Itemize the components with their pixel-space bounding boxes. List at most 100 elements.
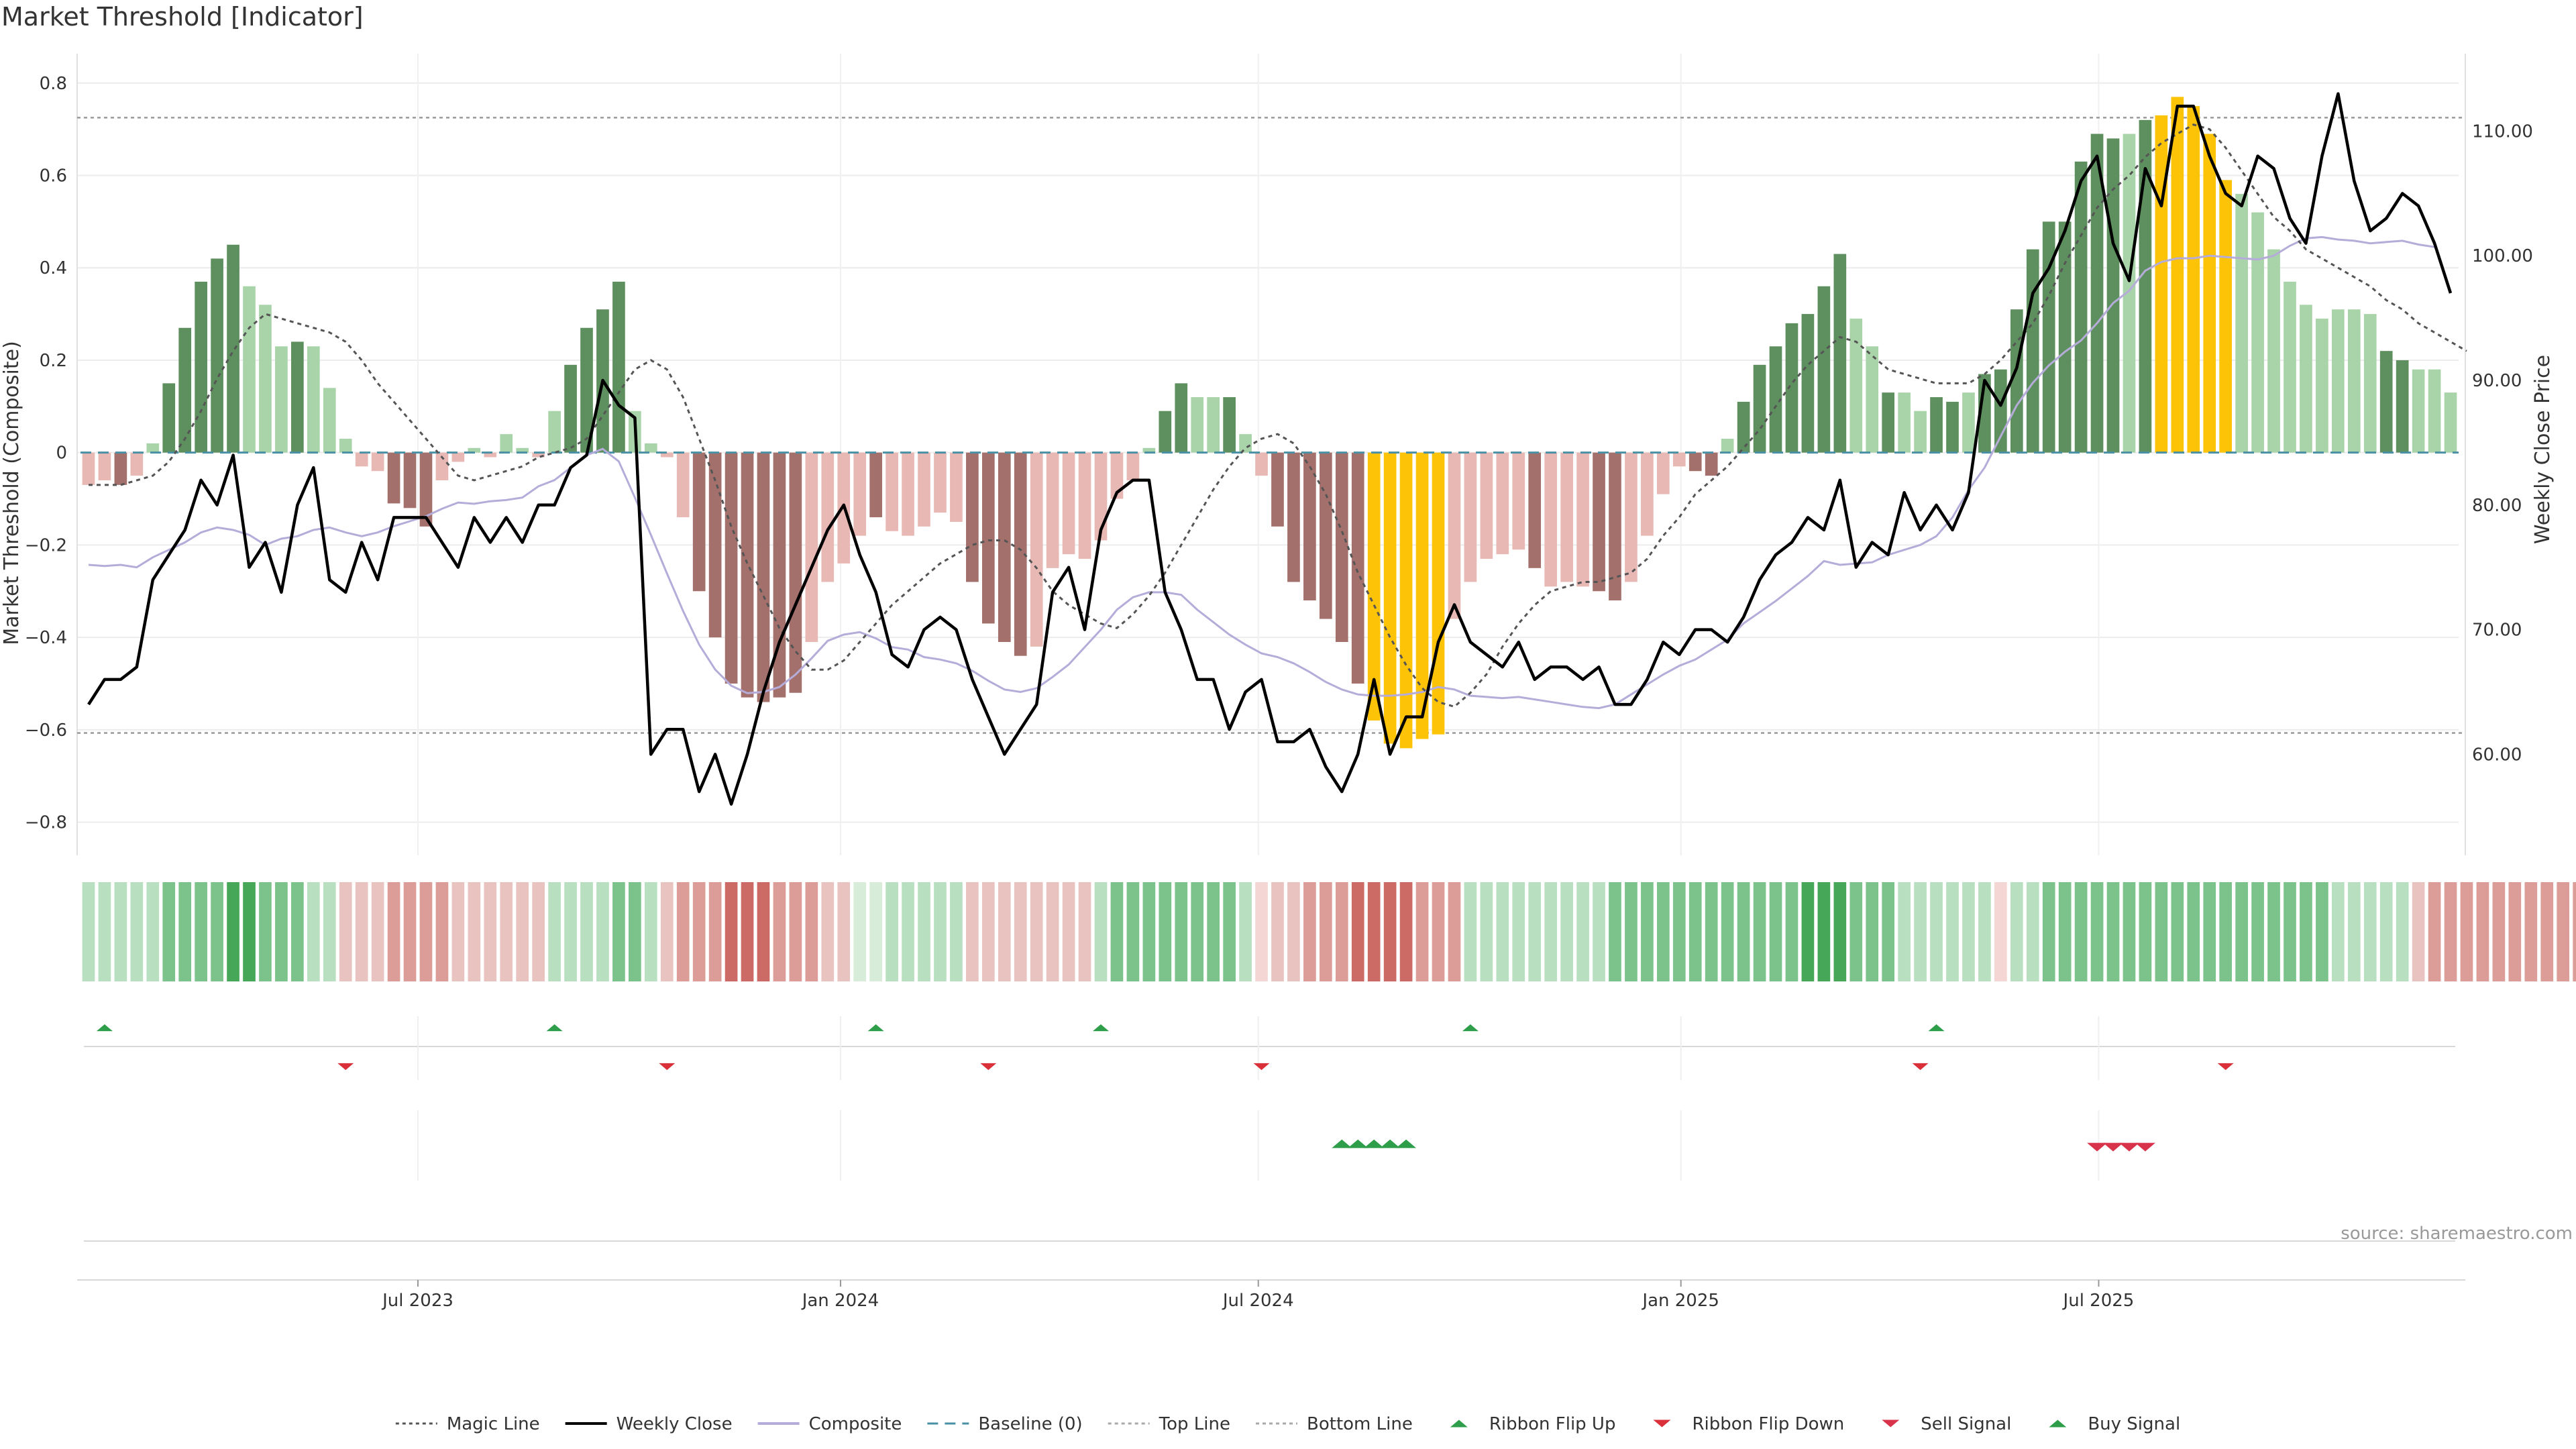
composite-bar xyxy=(1142,447,1156,453)
composite-bar xyxy=(1576,452,1589,587)
composite-bar xyxy=(2074,161,2088,453)
composite-bars xyxy=(82,97,2457,749)
ribbon-cell xyxy=(918,882,930,981)
composite-bar xyxy=(1062,452,1075,555)
composite-bar xyxy=(98,452,111,480)
ribbon-flip-down-marker xyxy=(2217,1063,2234,1071)
composite-bar xyxy=(82,452,95,485)
ribbon-cell xyxy=(580,882,593,981)
composite-bar xyxy=(532,452,545,458)
ribbon-cell xyxy=(178,882,192,981)
ribbon-cell xyxy=(2379,882,2393,981)
composite-bar xyxy=(2155,115,2168,453)
composite-bar xyxy=(1898,392,1911,453)
ribbon-cell xyxy=(2476,882,2489,981)
ribbon-cell xyxy=(2058,882,2072,981)
composite-bar xyxy=(1110,452,1124,499)
ribbon-cell xyxy=(435,882,449,981)
ribbon-cell xyxy=(1753,882,1766,981)
legend-item: Weekly Close xyxy=(565,1414,733,1434)
ribbon-cell xyxy=(1255,882,1268,981)
composite-bar xyxy=(1833,254,1847,453)
magic-line xyxy=(89,123,2467,708)
ribbon-cell xyxy=(1078,882,1091,981)
composite-bar xyxy=(1866,346,1879,453)
composite-bar xyxy=(2251,212,2264,453)
composite-bar xyxy=(2042,221,2055,453)
ribbon-cell xyxy=(1126,882,1140,981)
composite-bar xyxy=(1255,452,1268,476)
ribbon-cell xyxy=(1014,882,1027,981)
composite-bar xyxy=(580,327,593,453)
ribbon-cell xyxy=(1978,882,1991,981)
sell-signal-marker xyxy=(2118,1142,2139,1152)
legend-item: Ribbon Flip Down xyxy=(1653,1414,1844,1434)
ribbon-cell xyxy=(2332,882,2345,981)
composite-bar xyxy=(1014,452,1027,656)
ribbon-cell xyxy=(1159,882,1172,981)
right-axis-label: Weekly Close Price xyxy=(2531,355,2555,544)
composite-bar xyxy=(1078,452,1091,559)
composite-bar xyxy=(1432,452,1445,735)
composite-bar xyxy=(1351,452,1364,684)
composite-bar xyxy=(1769,346,1782,453)
composite-bar xyxy=(1560,452,1573,582)
composite-bar xyxy=(1030,452,1043,647)
ribbon-cell xyxy=(532,882,545,981)
composite-bar xyxy=(1319,452,1332,619)
composite-bar xyxy=(2412,369,2425,453)
composite-bar xyxy=(2444,392,2457,453)
composite-bar xyxy=(2123,133,2136,453)
composite-bar xyxy=(162,383,176,453)
source-label: source: sharemaestro.com xyxy=(2341,1224,2573,1244)
composite-bar xyxy=(853,452,867,536)
right-tick-label: 80.00 xyxy=(2472,496,2522,516)
composite-bar xyxy=(1946,401,1959,453)
composite-bar xyxy=(1191,397,1204,453)
legend-label: Magic Line xyxy=(447,1414,540,1434)
ribbon-cell xyxy=(339,882,352,981)
ribbon-cell xyxy=(998,882,1011,981)
ribbon-cell xyxy=(1560,882,1573,981)
composite-bar xyxy=(1882,392,1895,453)
composite-bar xyxy=(708,452,722,638)
ribbon-cell xyxy=(629,882,641,981)
composite-bar xyxy=(918,452,930,527)
ribbon-cell xyxy=(869,882,883,981)
composite-bar xyxy=(2139,119,2152,453)
composite-bar xyxy=(1962,392,1975,453)
ribbon-flip-up-marker xyxy=(1462,1024,1479,1032)
buy-signal-marker xyxy=(1332,1139,1352,1148)
ribbon-cell xyxy=(2155,882,2168,981)
ribbon-cell xyxy=(2139,882,2152,981)
ribbon-cell xyxy=(2316,882,2328,981)
ribbon-flip-up-marker xyxy=(1928,1024,1945,1032)
composite-bar xyxy=(387,452,400,504)
composite-bar xyxy=(902,452,914,536)
ribbon-cell xyxy=(1625,882,1638,981)
composite-bar xyxy=(1383,452,1397,744)
composite-bar xyxy=(741,452,754,698)
composite-line xyxy=(88,235,2435,710)
legend-label: Composite xyxy=(809,1414,902,1434)
ribbon-cell xyxy=(2026,882,2039,981)
composite-bar xyxy=(644,443,657,453)
ribbon-cell xyxy=(1801,882,1815,981)
ribbon-cell xyxy=(516,882,529,981)
ribbon-cell xyxy=(2187,882,2200,981)
ribbon-cell xyxy=(981,882,995,981)
legend: Magic Line Weekly Close Composite Baseline … xyxy=(395,1414,2180,1434)
ribbon-cell xyxy=(2412,882,2425,981)
ribbon-cell xyxy=(130,882,144,981)
left-tick-label: 0.6 xyxy=(40,166,67,186)
composite-bar xyxy=(1849,318,1863,453)
ribbon-cell xyxy=(227,882,239,981)
ribbon-cell xyxy=(1656,882,1670,981)
left-tick-label: 0.2 xyxy=(40,351,67,371)
chart-title: Market Threshold [Indicator] xyxy=(1,2,364,32)
composite-bar xyxy=(259,305,272,453)
ribbon-flip-down-marker xyxy=(980,1063,997,1071)
ribbon-cell xyxy=(419,882,433,981)
composite-bar xyxy=(1159,411,1172,453)
composite-bar xyxy=(275,346,288,453)
